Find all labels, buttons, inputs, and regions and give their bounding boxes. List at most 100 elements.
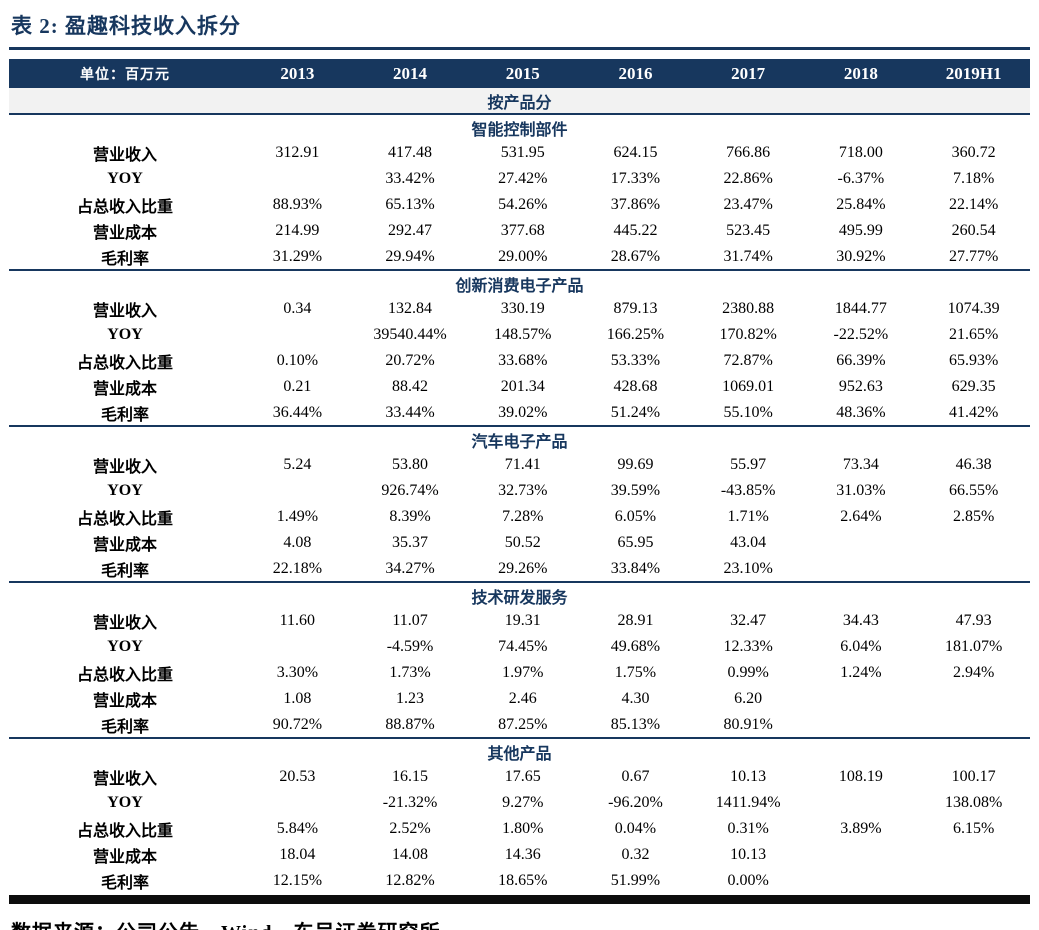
value-cell: 71.41 (504, 456, 541, 473)
value-cell: 2.85% (952, 508, 995, 525)
year-header-cell: 2016 (579, 59, 692, 88)
value-cell: 428.68 (613, 378, 658, 395)
value-cell: 312.91 (275, 144, 320, 161)
title-underline (9, 47, 1030, 50)
value-cell: 1844.77 (834, 300, 887, 317)
value-cell: 41.42% (948, 403, 999, 421)
value-cell: 1411.94% (715, 794, 781, 811)
value-cell: 33.42% (385, 170, 435, 187)
value-cell: 1.80% (502, 820, 544, 837)
table-bottom-rule (9, 895, 1030, 904)
row-label: 占总收入比重 (76, 511, 173, 528)
value-cell: 3.30% (276, 664, 319, 681)
group-header-row: 按产品分 (9, 88, 1030, 115)
value-cell: 12.82% (385, 872, 435, 889)
value-cell: 12.15% (272, 872, 323, 889)
value-cell: 7.18% (952, 170, 995, 187)
value-cell: 55.10% (723, 403, 773, 421)
value-cell: 166.25% (606, 326, 665, 343)
data-source-note: 数据来源：公司公告，Wind，东吴证券研究所 (9, 904, 1030, 930)
value-cell (241, 166, 354, 192)
value-cell: 1069.01 (722, 378, 775, 395)
value-cell: 39540.44% (373, 326, 447, 343)
table-row: 毛利率 22.18% 34.27% 29.26% 33.84% 23.10% (9, 556, 1030, 582)
value-cell: 330.19 (500, 300, 545, 317)
value-cell (917, 842, 1030, 868)
row-label: 占总收入比重 (76, 355, 173, 372)
value-cell: 0.67 (621, 768, 650, 785)
value-cell: 73.34 (842, 456, 879, 473)
value-cell: 19.31 (504, 612, 541, 629)
table-row: 营业收入 312.91 417.48 531.95 624.15 766.86 718.00… (9, 140, 1030, 166)
value-cell: 14.08 (392, 846, 429, 863)
table-title: 表 2: 盈趣科技收入拆分 (11, 14, 241, 38)
value-cell: 2.94% (952, 664, 995, 681)
value-cell: 17.33% (610, 170, 661, 187)
value-cell: 718.00 (838, 144, 883, 161)
value-cell (805, 530, 918, 556)
year-header-cell: 2015 (466, 59, 580, 88)
table-row: 占总收入比重 0.10% 20.72% 33.68% 53.33% 72.87% 66.39… (9, 348, 1030, 374)
value-cell: 28.91 (617, 612, 654, 629)
value-cell: 88.93% (272, 196, 323, 213)
value-cell: 27.77% (948, 247, 999, 265)
value-cell: 20.53 (279, 768, 316, 785)
value-cell: 21.65% (948, 326, 999, 343)
table-body: 按产品分 智能控制部件 营业收入 312.91 417.48 531.95 624.15 76… (9, 88, 1030, 894)
value-cell: 36.44% (272, 403, 323, 421)
value-cell: 926.74% (381, 482, 439, 499)
value-cell: 47.93 (955, 612, 992, 629)
section-header-row: 技术研发服务 (9, 581, 1030, 608)
value-cell: 1.08 (283, 690, 312, 707)
value-cell: -21.32% (382, 794, 438, 811)
row-label: YOY (107, 482, 143, 499)
value-cell: 66.39% (836, 352, 886, 369)
table-row: 营业成本 1.08 1.23 2.46 4.30 6.20 (9, 686, 1030, 712)
value-cell: 25.84% (836, 196, 886, 213)
value-cell: 2.64% (840, 508, 882, 525)
value-cell: 531.95 (500, 144, 545, 161)
value-cell: 22.86% (723, 170, 773, 187)
row-label: YOY (107, 326, 143, 343)
value-cell: 34.43 (842, 612, 879, 629)
section-header-label: 汽车电子产品 (9, 425, 1030, 452)
value-cell: 88.42 (392, 378, 429, 395)
value-cell: 879.13 (613, 300, 658, 317)
section-header-row: 创新消费电子产品 (9, 269, 1030, 296)
section-header-label: 技术研发服务 (9, 581, 1030, 608)
value-cell: 16.15 (392, 768, 429, 785)
value-cell: 33.84% (610, 559, 661, 577)
value-cell: 90.72% (272, 715, 323, 733)
section-header-row: 汽车电子产品 (9, 425, 1030, 452)
value-cell (917, 556, 1030, 582)
value-cell: 72.87% (723, 352, 773, 369)
row-label: YOY (107, 170, 143, 187)
row-label: 毛利率 (100, 875, 149, 892)
value-cell: 87.25% (498, 715, 548, 733)
year-header-cell: 2014 (353, 59, 467, 88)
value-cell: 1.24% (840, 664, 882, 681)
value-cell (241, 790, 354, 816)
value-cell: 65.93% (948, 352, 999, 369)
value-cell (241, 634, 354, 660)
value-cell: 32.47 (730, 612, 767, 629)
value-cell: 629.35 (951, 378, 996, 395)
table-row: 营业成本 214.99 292.47 377.68 445.22 523.45 495.99… (9, 218, 1030, 244)
table-row: 营业收入 5.24 53.80 71.41 99.69 55.97 73.34 46.38 (9, 452, 1030, 478)
value-cell: 35.37 (392, 534, 429, 551)
value-cell: 2.46 (508, 690, 537, 707)
value-cell: 80.91% (723, 715, 773, 733)
value-cell: 624.15 (613, 144, 658, 161)
value-cell: 100.17 (951, 768, 996, 785)
row-label: 营业成本 (92, 381, 157, 398)
value-cell: 18.04 (279, 846, 316, 863)
value-cell: 445.22 (613, 222, 658, 239)
value-cell: 46.38 (955, 456, 992, 473)
value-cell: -22.52% (833, 326, 889, 343)
value-cell: 29.26% (498, 559, 548, 577)
value-cell: 6.15% (952, 820, 995, 837)
year-header-cell: 2019H1 (917, 59, 1030, 88)
value-cell: 148.57% (494, 326, 552, 343)
table-row: YOY 39540.44% 148.57% 166.25% 170.82% -22.52%… (9, 322, 1030, 348)
value-cell: 85.13% (610, 715, 661, 733)
